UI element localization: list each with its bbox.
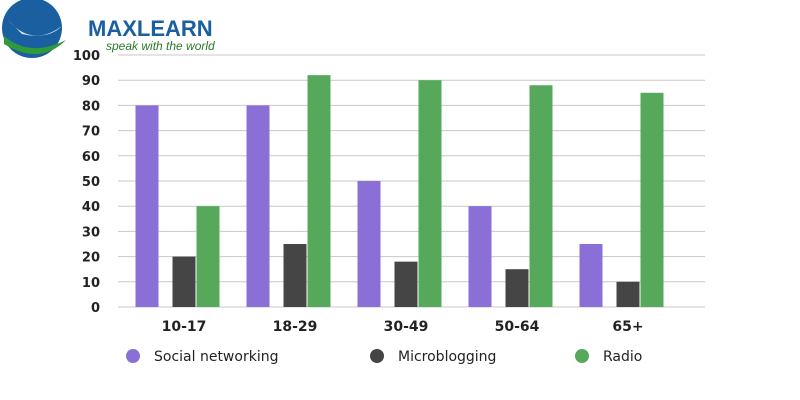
logo-name: MAXLEARN: [88, 16, 213, 41]
bar-micro-10-17: [172, 256, 196, 307]
bars: [135, 75, 664, 308]
legend-item-radio: Radio: [575, 349, 642, 365]
logo-globe-icon: [2, 0, 66, 58]
x-tick-label: 50-64: [495, 319, 540, 335]
y-tick-label: 50: [82, 175, 100, 190]
bar-social-50-64: [468, 206, 492, 307]
bar-micro-65+: [616, 281, 640, 307]
bar-social-30-49: [357, 181, 381, 307]
bar-social-65+: [579, 244, 603, 307]
bar-micro-50-64: [505, 269, 529, 307]
bar-social-18-29: [246, 105, 270, 308]
legend-dot-social: [126, 349, 140, 363]
bar-radio-65+: [640, 92, 664, 307]
logo-tagline: speak with the world: [106, 39, 215, 53]
y-tick-label: 30: [82, 225, 100, 240]
legend-item-social: Social networking: [126, 349, 278, 365]
legend-label-social: Social networking: [154, 349, 278, 365]
y-tick-label: 0: [91, 301, 100, 316]
bar-radio-50-64: [529, 85, 553, 308]
y-tick-label: 80: [82, 99, 100, 114]
legend: Social networking Microblogging Radio: [126, 349, 642, 365]
x-tick-label: 18-29: [273, 319, 318, 335]
y-tick-label: 90: [82, 74, 100, 89]
y-tick-label: 10: [82, 276, 100, 291]
bar-radio-18-29: [307, 75, 331, 307]
y-tick-label: 20: [82, 251, 100, 266]
x-tick-label: 65+: [612, 319, 643, 335]
x-tick-label: 30-49: [384, 319, 429, 335]
y-tick-label: 60: [82, 150, 100, 165]
legend-label-micro: Microblogging: [398, 349, 496, 365]
bar-micro-18-29: [283, 244, 307, 307]
x-axis: 10-17 18-29 30-49 50-64 65+: [162, 319, 644, 335]
y-tick-label: 100: [73, 49, 100, 64]
y-tick-label: 40: [82, 200, 100, 215]
bar-micro-30-49: [394, 261, 418, 307]
bar-social-10-17: [135, 105, 159, 308]
legend-dot-micro: [370, 349, 384, 363]
bar-radio-30-49: [418, 80, 442, 307]
y-tick-label: 70: [82, 125, 100, 140]
legend-label-radio: Radio: [603, 349, 642, 365]
logo: MAXLEARN speak with the world: [2, 0, 215, 58]
bar-radio-10-17: [196, 206, 220, 307]
legend-dot-radio: [575, 349, 589, 363]
y-axis: 0 10 20 30 40 50 60 70 80 90 100: [73, 49, 100, 316]
x-tick-label: 10-17: [162, 319, 207, 335]
legend-item-micro: Microblogging: [370, 349, 496, 365]
